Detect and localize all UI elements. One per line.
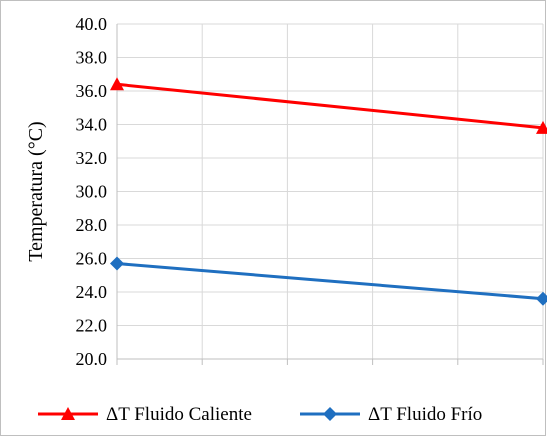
data-point [110,77,124,91]
y-tick-label: 24.0 [76,282,108,302]
data-point [536,291,547,306]
series-fluido-frio [110,256,547,306]
legend-marker [61,407,75,420]
legend-item: ΔT Fluido Caliente [38,404,252,425]
series-line [116,262,544,301]
legend-item: ΔT Fluido Frío [300,404,482,425]
series-line [116,82,544,130]
y-tick-label: 36.0 [76,81,108,101]
y-tick-label: 32.0 [76,148,108,168]
legend-label: ΔT Fluido Frío [368,404,482,425]
y-tick-label: 20.0 [76,349,108,369]
legend: ΔT Fluido Caliente ΔT Fluido Frío [38,404,482,425]
legend-label: ΔT Fluido Caliente [106,404,252,425]
series-fluido-caliente [110,77,547,134]
grid-lines [117,23,544,359]
data-point [536,120,547,134]
data-point [110,256,124,271]
y-tick-label: 30.0 [76,182,108,202]
y-tick-label: 34.0 [76,115,108,135]
y-tick-label: 28.0 [76,215,108,235]
y-tick-label: 40.0 [76,14,108,34]
series-layer [110,77,547,306]
y-tick-label: 38.0 [76,48,108,68]
y-tick-label: 22.0 [76,316,108,336]
axes [116,24,544,365]
y-tick-label: 26.0 [76,249,108,269]
y-axis-title: Temperatura (°C) [25,121,47,261]
legend-marker [323,407,337,421]
y-tick-labels: 20.0 22.0 24.0 26.0 28.0 30.0 32.0 34.0 36.0 38.0… [76,14,108,369]
